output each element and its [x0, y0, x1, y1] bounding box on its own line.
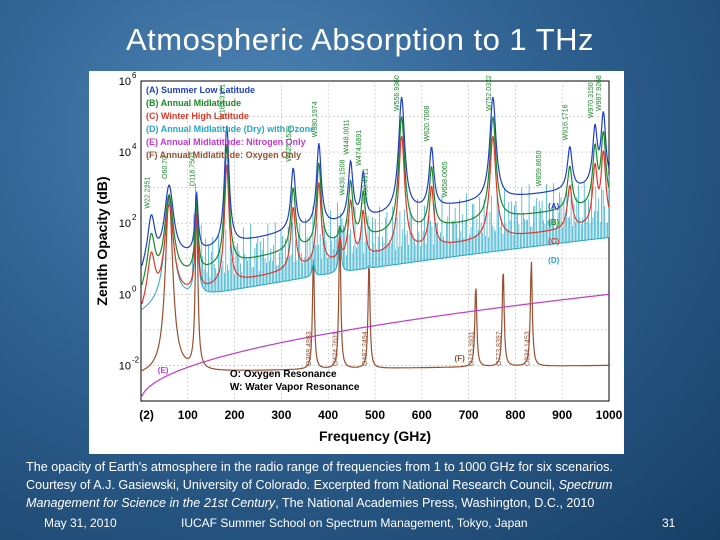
legend-entry: (F) Annual Midlatitude: Oxygen Only [146, 150, 301, 160]
x-tick-label: 400 [318, 408, 338, 422]
resonance-line-label: O834.1453 [524, 331, 531, 366]
resonance-line-label: W752.0332 [486, 75, 493, 111]
resonance-line-label: O424.7631 [332, 331, 339, 366]
caption-line1: The opacity of Earth's atmosphere in the… [26, 460, 613, 474]
x-tick-label: 800 [505, 408, 525, 422]
x-tick-label: (2) [139, 408, 154, 422]
footer-event: IUCAF Summer School on Spectrum Manageme… [181, 516, 528, 530]
footer-date: May 31, 2010 [44, 516, 117, 530]
legend-entry: (C) Winter High Latitude [146, 111, 249, 121]
y-tick-exponent: 2 [132, 213, 137, 222]
annotation-text: W: Water Vapor Resonance [230, 382, 360, 393]
curve-tag: (B) [548, 218, 559, 227]
caption-italic-1: Spectrum [558, 478, 613, 492]
resonance-line-label: W22.2351 [144, 177, 151, 209]
series-line-nitrogen-only [141, 293, 609, 397]
y-tick-label: 10 [119, 289, 131, 301]
curve-tag: (D) [548, 256, 559, 265]
legend-entry: (E) Annual Midlatitude: Nitrogen Only [146, 137, 306, 147]
resonance-line-label: O368.4983 [306, 331, 313, 366]
series-line-winter-high-lat [141, 135, 610, 305]
resonance-line-label: W859.8650 [536, 150, 543, 186]
curve-tag: (A) [548, 202, 559, 211]
curve-tag: (E) [158, 366, 169, 375]
legend-entry: (A) Summer Low Latitude [146, 85, 255, 95]
caption-italic-2: Management for Science in the 21st Centu… [26, 496, 276, 510]
resonance-line-label: O118.7503 [190, 152, 197, 186]
resonance-line-label: W325.1529 [286, 126, 293, 162]
caption-line2: Courtesy of A.J. Gasiewski, University o… [26, 478, 559, 492]
y-tick-label: 10 [119, 76, 131, 88]
series-line-oxygen-only [141, 193, 609, 372]
legend-entry: (B) Annual Midlatitude [146, 98, 241, 108]
y-tick-exponent: -2 [132, 355, 140, 364]
resonance-line-label: W448.0011 [344, 119, 351, 154]
series-line-annual-midlat [141, 116, 610, 285]
resonance-line-label: W474.6891 [356, 130, 363, 166]
curve-tag: (C) [548, 237, 559, 246]
x-tick-label: 300 [271, 408, 291, 422]
x-tick-label: 500 [365, 408, 385, 422]
resonance-line-label: O60.70 [162, 156, 169, 179]
x-tick-label: 100 [178, 408, 198, 422]
curve-tag: (F) [455, 354, 466, 363]
resonance-line-label: W488.4911 [362, 168, 369, 203]
resonance-line-label: W183.3101 [220, 84, 227, 120]
resonance-line-label: W987.9268 [596, 75, 603, 111]
y-tick-exponent: 4 [132, 142, 137, 151]
y-tick-exponent: 6 [132, 71, 137, 80]
resonance-line-label: W970.3150 [588, 82, 595, 118]
chart-svg: (2) 100 200 300 400 500 600 700 800 900 100010-210… [94, 71, 623, 444]
y-tick-label: 10 [119, 147, 131, 159]
absorption-chart: (2) 100 200 300 400 500 600 700 800 900 1000 10 -2 10… [89, 71, 624, 454]
x-tick-label: 700 [459, 408, 479, 422]
figure-caption: The opacity of Earth's atmosphere in the… [26, 458, 696, 512]
caption-line3: , The National Academies Press, Washingt… [275, 496, 595, 510]
x-axis-label: Frequency (GHz) [319, 428, 431, 444]
x-tick-label: 600 [412, 408, 432, 422]
resonance-line-label: W380.1974 [312, 101, 319, 137]
resonance-line-label: O715.3931 [469, 331, 476, 366]
resonance-line-label: W658.0065 [442, 161, 449, 197]
y-tick-exponent: 0 [132, 284, 137, 293]
footer-page-number: 31 [662, 516, 676, 530]
resonance-line-label: W620.7008 [424, 105, 431, 141]
y-tick-label: 10 [119, 360, 131, 372]
x-tick-label: 200 [225, 408, 245, 422]
series-line-summer-low-lat [141, 96, 610, 266]
x-tick-label: 900 [552, 408, 572, 422]
annotation-text: O: Oxygen Resonance [230, 369, 337, 380]
resonance-line-label: O487.2494 [362, 331, 369, 366]
resonance-line-label: O773.8397 [496, 331, 503, 366]
legend-entry: (D) Annual Midlatitude (Dry) with Ozone [146, 124, 315, 134]
y-axis-label: Zenith Opacity (dB) [94, 176, 110, 305]
x-tick-label: 1000 [596, 408, 623, 422]
y-tick-label: 10 [119, 218, 131, 230]
slide-title: Atmospheric Absorption to 1 THz [125, 22, 595, 57]
resonance-line-label: W439.1508 [339, 159, 346, 195]
resonance-line-label: W916.1716 [563, 104, 570, 140]
resonance-line-label: W556.9360 [394, 75, 401, 111]
